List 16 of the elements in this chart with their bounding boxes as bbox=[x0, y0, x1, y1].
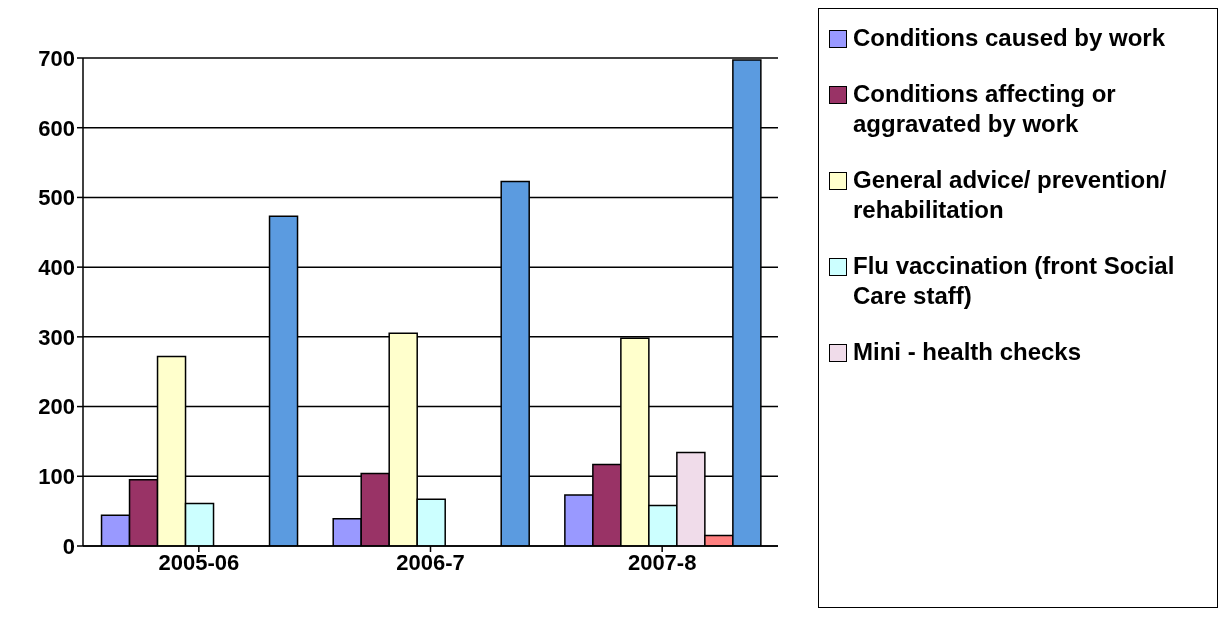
y-tick-label: 500 bbox=[38, 185, 75, 211]
legend-label: Mini - health checks bbox=[853, 337, 1082, 367]
legend-label: Flu vaccination (front Social Care staff) bbox=[853, 251, 1176, 311]
x-tick-label: 2006-7 bbox=[396, 549, 465, 575]
y-tick-label: 400 bbox=[38, 254, 75, 280]
x-tick-label: 2005-06 bbox=[158, 549, 240, 575]
y-tick-label: 300 bbox=[38, 324, 75, 350]
y-tick-label: 600 bbox=[38, 115, 75, 141]
y-tick-label: 100 bbox=[38, 464, 75, 490]
y-tick-label: 0 bbox=[62, 533, 75, 559]
x-tick-label: 2007-8 bbox=[627, 549, 697, 575]
legend-label: Conditions caused by work bbox=[853, 23, 1166, 53]
legend-label: Conditions affecting or aggravated by work bbox=[853, 79, 1117, 139]
legend-label: General advice/ prevention/ rehabilitation bbox=[853, 165, 1168, 225]
y-tick-label: 200 bbox=[38, 394, 75, 420]
y-tick-label: 700 bbox=[38, 45, 75, 71]
